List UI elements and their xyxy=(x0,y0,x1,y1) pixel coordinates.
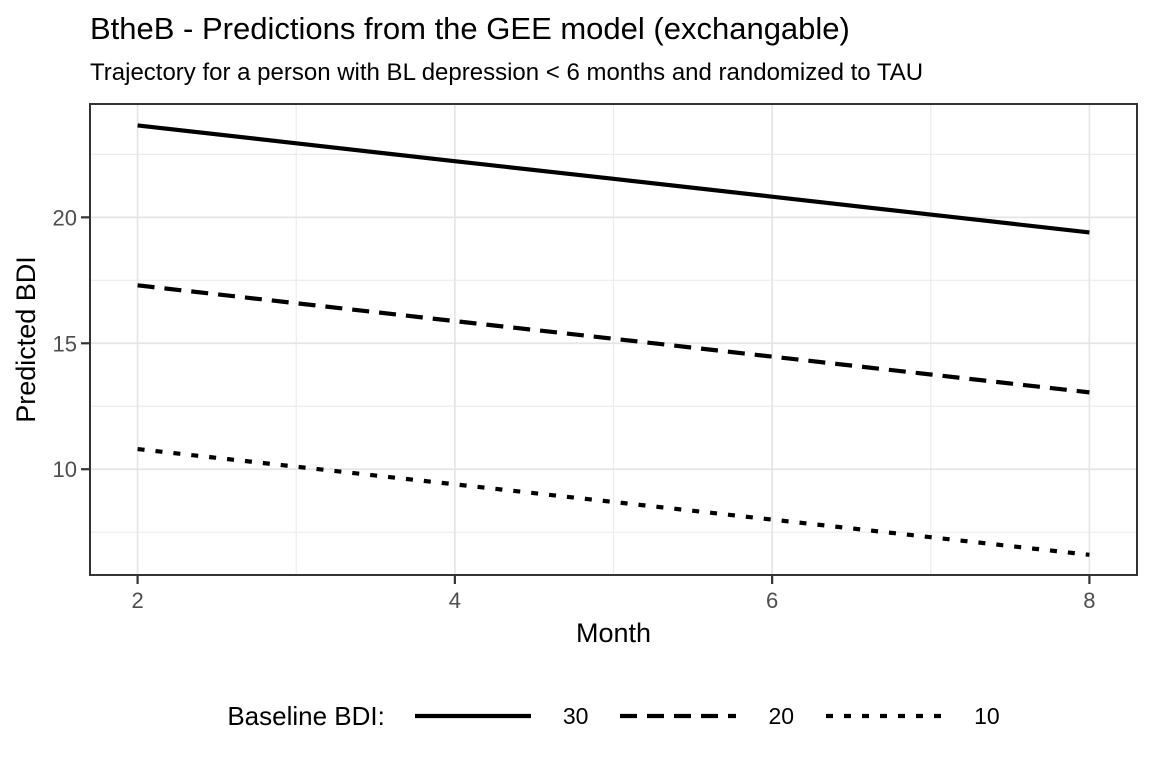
panel-border xyxy=(89,103,1138,576)
y-tick-label-10: 10 xyxy=(53,457,77,482)
legend-label-30: 30 xyxy=(562,702,589,729)
chart-title: BtheB - Predictions from the GEE model (… xyxy=(90,11,850,46)
x-tick-label-6: 6 xyxy=(766,588,778,613)
legend-key-solid-line-icon xyxy=(414,713,531,719)
series-line-20 xyxy=(137,283,1090,395)
legend-label-20: 20 xyxy=(768,702,795,729)
chart-subtitle: Trajectory for a person with BL depressi… xyxy=(90,59,924,86)
legend-item-20: 20 xyxy=(618,701,794,731)
x-tick-label-2: 2 xyxy=(131,588,143,613)
legend-item-10: 10 xyxy=(824,701,1000,731)
y-axis-title-text: Predicted BDI xyxy=(10,256,41,423)
legend-items: 30 20 10 xyxy=(413,701,1000,731)
y-tick-label-20: 20 xyxy=(53,205,77,230)
y-tick-label-15: 15 xyxy=(53,331,77,356)
legend-label-10: 10 xyxy=(974,702,1000,729)
x-tick-label-4: 4 xyxy=(449,588,461,613)
legend-key-dashed-line-icon xyxy=(620,713,737,719)
legend: Baseline BDI: 30 20 10 xyxy=(90,697,1137,735)
series-line-30 xyxy=(137,123,1090,235)
series-line-10 xyxy=(137,446,1090,557)
x-tick-label-8: 8 xyxy=(1083,588,1095,613)
legend-title: Baseline BDI: xyxy=(227,700,385,731)
legend-key-dotted-line-icon xyxy=(826,713,943,719)
y-axis-title: Predicted BDI xyxy=(4,104,48,575)
x-axis-title: Month xyxy=(575,618,652,648)
legend-item-30: 30 xyxy=(413,701,589,731)
